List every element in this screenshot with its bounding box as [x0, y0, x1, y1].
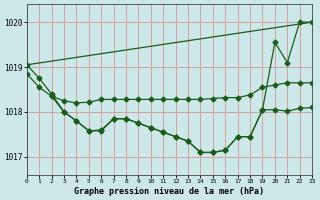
X-axis label: Graphe pression niveau de la mer (hPa): Graphe pression niveau de la mer (hPa)	[75, 187, 264, 196]
